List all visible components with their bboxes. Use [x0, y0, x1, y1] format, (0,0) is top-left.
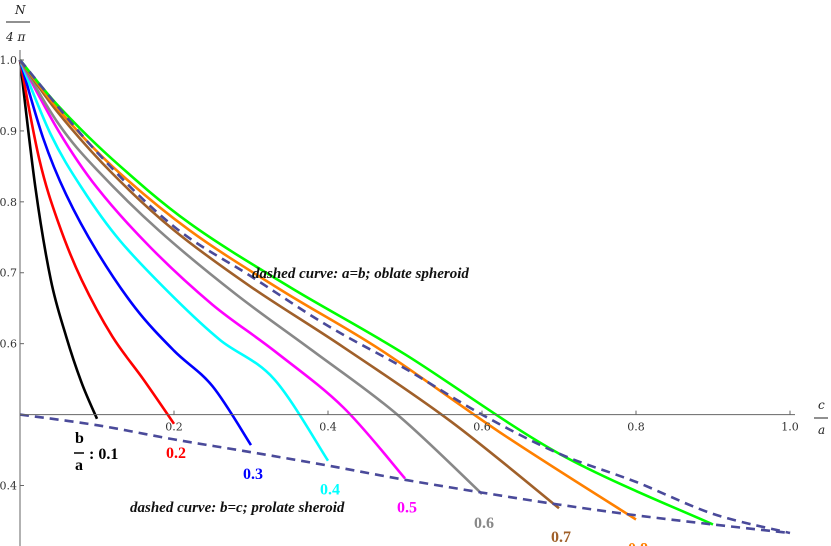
- x-axis-label-denominator: a: [818, 423, 825, 437]
- series-label-0.2: 0.2: [166, 445, 186, 462]
- y-tick-label: 0.4: [0, 479, 17, 492]
- axes: [19, 50, 795, 546]
- series-line-0.1: [18, 59, 99, 420]
- prolate-annotation: dashed curve: b=c; prolate sheroid: [130, 500, 345, 516]
- ratio-label-denominator: a: [75, 457, 83, 474]
- x-tick-label: 0.2: [165, 421, 183, 434]
- oblate-annotation: dashed curve: a=b; oblate spheroid: [252, 266, 469, 282]
- y-tick-label: 1.0: [0, 54, 17, 67]
- ratio-label-numerator: b: [75, 430, 84, 447]
- curves-layer: [18, 59, 791, 535]
- series-label-0.1: : 0.1: [89, 446, 118, 463]
- series-line-0.2: [18, 59, 176, 425]
- y-tick-label: 0.8: [0, 196, 17, 209]
- series-line-0.3: [18, 59, 253, 446]
- y-tick-label: 0.7: [0, 267, 17, 280]
- series-line-0.7: [18, 59, 560, 510]
- y-axis-label-numerator: N: [14, 3, 26, 17]
- dashed-curve-prolate: [19, 413, 791, 535]
- y-tick-label: 0.6: [0, 338, 17, 351]
- series-label-0.4: 0.4: [320, 482, 340, 499]
- series-label-0.6: 0.6: [474, 515, 494, 532]
- series-label-0.7: 0.7: [551, 529, 571, 546]
- ticks-layer: 0.2 0.4 0.6 0.8 1.0 0.4 0.6 0.7 0.8 0.9 1.0: [0, 54, 799, 492]
- y-tick-label: 0.9: [0, 125, 17, 138]
- series-label-0.3: 0.3: [243, 466, 263, 483]
- series-label-0.8: 0.8: [628, 541, 648, 546]
- series-line-0.4: [18, 59, 330, 462]
- x-tick-label: 0.6: [473, 421, 491, 434]
- dashed-curve-oblate: [19, 59, 791, 535]
- series-line-0.9: [19, 59, 714, 526]
- x-tick-label: 0.4: [319, 421, 337, 434]
- y-axis-label-denominator: 4 π: [5, 30, 26, 44]
- x-tick-label: 0.8: [627, 421, 645, 434]
- series-labels: 0.20.30.40.50.60.70.80.9: [166, 445, 725, 546]
- series-line-0.5: [18, 59, 406, 480]
- x-tick-label: 1.0: [781, 421, 799, 434]
- series-label-0.5: 0.5: [397, 499, 417, 516]
- x-axis-label-numerator: c: [818, 398, 825, 412]
